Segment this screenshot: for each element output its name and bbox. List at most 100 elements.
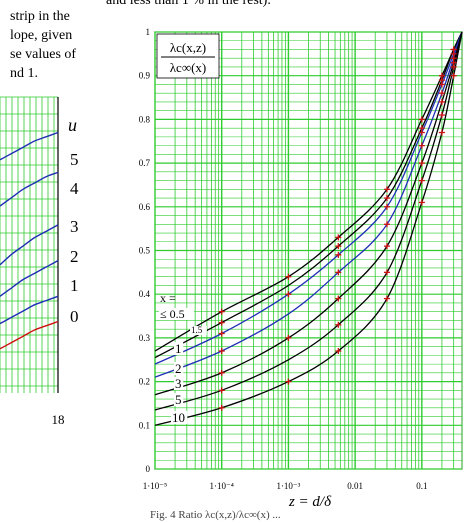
data-point-marker xyxy=(418,129,425,136)
y-tick-label: 0.7 xyxy=(139,158,151,168)
left-curve-label: 3 xyxy=(70,217,79,236)
right-panel-labels: 0 0.1 0.2 0.3 0.4 0.5 0.6 0.7 0.8 0.9 1 1·10⁻⁵ 1·10⁻… xyxy=(139,27,428,510)
data-point-marker xyxy=(383,243,390,250)
left-legend-title: u xyxy=(68,115,77,135)
left-series-line-0 xyxy=(0,131,59,161)
data-point-marker xyxy=(450,63,457,70)
data-point-marker xyxy=(383,195,390,202)
data-point-marker xyxy=(285,291,292,298)
data-point-marker xyxy=(418,142,425,149)
data-point-marker xyxy=(335,269,342,276)
curve-label-bg xyxy=(174,377,184,390)
top-text-line: and less than 1 % in the rest). xyxy=(106,0,271,8)
curve-label-bg xyxy=(174,393,184,406)
y-tick-label: 1 xyxy=(146,27,151,37)
x-tick-label: 1·10⁻³ xyxy=(276,481,300,491)
data-point-marker xyxy=(218,404,225,411)
data-point-marker xyxy=(438,112,445,119)
x-tick-label: 0.01 xyxy=(347,481,363,491)
curve-label-2: 2 xyxy=(175,361,182,376)
data-point-marker xyxy=(383,221,390,228)
data-point-marker xyxy=(285,378,292,385)
x-tick-label: 1·10⁻⁴ xyxy=(210,481,234,491)
left-x-tick-label: 18 xyxy=(52,412,65,427)
title-denominator: λc∞(x) xyxy=(170,60,207,75)
data-point-marker xyxy=(418,177,425,184)
curve-label-10: 10 xyxy=(172,410,185,425)
data-point-marker xyxy=(218,308,225,315)
curve-label-bg xyxy=(171,411,188,424)
data-point-marker xyxy=(335,348,342,355)
y-tick-label: 0.1 xyxy=(139,420,150,430)
x-tick-label: 1·10⁻⁵ xyxy=(143,481,167,491)
data-point-marker xyxy=(335,234,342,241)
y-tick-label: 0.3 xyxy=(139,333,151,343)
left-curve-label: 2 xyxy=(70,247,79,266)
left-curve-label: 1 xyxy=(70,276,79,295)
left-series-line-5 xyxy=(0,320,59,350)
data-point-marker xyxy=(218,319,225,326)
y-tick-label: 0.4 xyxy=(139,289,151,299)
left-panel-labels: u 5 4 3 2 1 0 18 xyxy=(52,115,80,427)
data-point-marker xyxy=(285,273,292,280)
curve-label-bg xyxy=(174,362,184,375)
x-tick-label: 0.1 xyxy=(416,481,427,491)
curve-label-bg xyxy=(174,342,184,355)
data-point-marker xyxy=(450,72,457,79)
right-panel-grid xyxy=(154,31,463,470)
y-tick-label: 0.9 xyxy=(139,71,151,81)
y-tick-label: 0.8 xyxy=(139,114,151,124)
data-point-marker xyxy=(383,186,390,193)
data-point-marker xyxy=(218,369,225,376)
data-point-marker xyxy=(218,330,225,337)
data-point-marker xyxy=(218,348,225,355)
title-box xyxy=(156,33,220,79)
x-label-title: x = xyxy=(160,291,176,305)
left-series-line-3 xyxy=(0,259,59,297)
data-point-marker xyxy=(438,81,445,88)
left-paragraph-line-4: nd 1. xyxy=(10,66,38,81)
data-point-marker xyxy=(218,387,225,394)
left-curve-label: 0 xyxy=(70,307,79,326)
y-tick-label: 0.5 xyxy=(139,246,151,256)
curve-label-1.5: 1.5 xyxy=(191,325,203,335)
left-series-line-4 xyxy=(0,295,59,325)
data-point-marker xyxy=(438,129,445,136)
x-axis-label: z = d/δ xyxy=(288,494,332,510)
data-point-marker xyxy=(335,295,342,302)
data-point-marker xyxy=(335,251,342,258)
left-paragraph-line-2: lope, given xyxy=(10,28,73,43)
data-point-marker xyxy=(383,295,390,302)
data-point-marker xyxy=(383,269,390,276)
data-point-marker xyxy=(418,116,425,123)
y-tick-label: 0.6 xyxy=(139,202,151,212)
left-series-line-1 xyxy=(0,171,59,207)
left-panel-grid xyxy=(0,96,59,393)
curve-label-1: 1 xyxy=(175,341,182,356)
curve-label-3: 3 xyxy=(175,376,182,391)
data-point-marker xyxy=(335,321,342,328)
data-point-marker xyxy=(335,243,342,250)
left-paragraph-line-3: se values of xyxy=(10,47,77,62)
title-numerator: λc(x,z) xyxy=(170,40,206,55)
data-point-marker xyxy=(438,98,445,105)
curve-label-bg xyxy=(159,308,194,320)
right-panel-markers xyxy=(218,46,457,411)
left-curve-label: 5 xyxy=(70,150,79,169)
curve-label-bg xyxy=(190,326,207,335)
left-panel-curves xyxy=(0,131,59,350)
curve-label-le05: ≤ 0.5 xyxy=(160,307,185,321)
data-point-marker xyxy=(418,160,425,167)
data-point-marker xyxy=(285,334,292,341)
left-curve-label: 4 xyxy=(70,179,79,198)
y-tick-label: 0.2 xyxy=(139,377,150,387)
left-paragraph-line-1: strip in the xyxy=(10,9,70,24)
curve-label-5: 5 xyxy=(175,392,182,407)
data-point-marker xyxy=(383,203,390,210)
y-tick-label: 0 xyxy=(146,464,151,474)
left-series-line-2 xyxy=(0,224,59,266)
figure-caption: Fig. 4 Ratio λc(x,z)/λc∞(x) ... xyxy=(150,509,281,521)
data-point-marker xyxy=(438,90,445,97)
data-point-marker xyxy=(418,199,425,206)
